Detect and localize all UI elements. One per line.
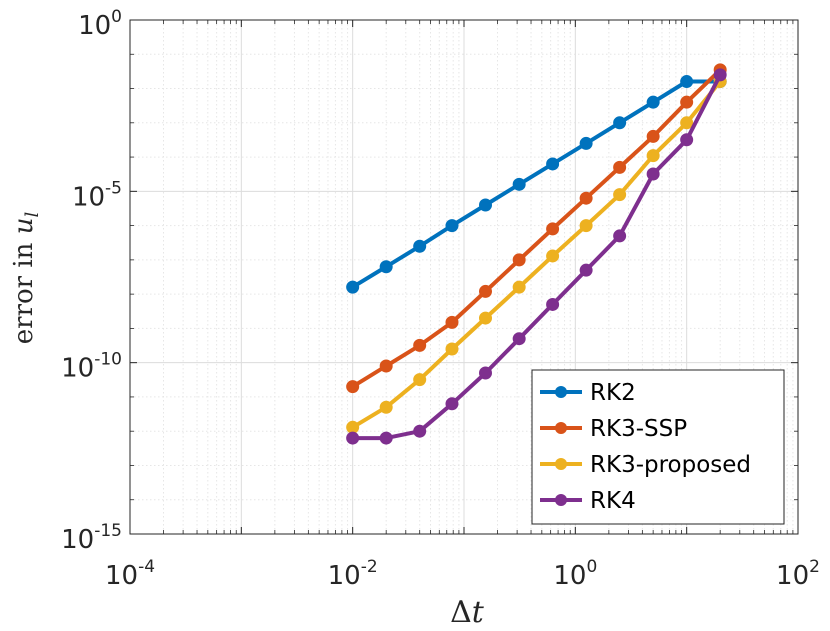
data-point xyxy=(680,133,694,147)
y-tick-label: 10-15 xyxy=(61,521,122,555)
data-point xyxy=(546,249,560,263)
data-point xyxy=(546,157,560,171)
y-axis-label: error in ul xyxy=(9,212,43,345)
y-tick-label: 10-5 xyxy=(72,178,122,212)
data-point xyxy=(613,116,627,130)
data-point xyxy=(346,431,360,445)
y-tick-label: 10-10 xyxy=(61,350,122,384)
x-tick-labels: 10-4 10-2 100 102 xyxy=(105,557,820,591)
x-tick-label: 102 xyxy=(776,557,820,591)
data-point xyxy=(613,188,627,202)
data-point xyxy=(379,359,393,373)
legend-swatch-marker xyxy=(555,386,567,398)
data-point xyxy=(512,332,526,346)
x-axis-label-delta: Δ xyxy=(450,595,472,630)
data-point xyxy=(346,380,360,394)
data-point xyxy=(479,198,493,212)
data-point xyxy=(646,95,660,109)
y-axis-label-text: error in xyxy=(9,234,39,344)
tick-marks xyxy=(129,19,799,535)
data-point xyxy=(512,280,526,294)
data-point xyxy=(579,219,593,233)
x-tick-label: 10-2 xyxy=(328,557,378,591)
legend-entry: RK3-SSP xyxy=(540,416,687,442)
series-rk4 xyxy=(346,68,727,445)
legend-entry: RK3-proposed xyxy=(540,452,751,478)
legend-entry: RK4 xyxy=(540,488,636,514)
data-point xyxy=(379,431,393,445)
data-point xyxy=(479,311,493,325)
series-rk3-proposed xyxy=(346,75,727,434)
data-point xyxy=(546,222,560,236)
y-axis-label-var: u xyxy=(9,218,39,235)
legend-label: RK3-SSP xyxy=(590,416,687,442)
y-tick-labels: 100 10-5 10-10 10-15 xyxy=(61,7,122,555)
data-point xyxy=(613,160,627,174)
data-point xyxy=(579,263,593,277)
series-line xyxy=(351,80,722,430)
data-point xyxy=(379,400,393,414)
data-point xyxy=(713,68,727,82)
data-point xyxy=(579,136,593,150)
legend-label: RK4 xyxy=(590,488,636,514)
legend-swatch-marker xyxy=(555,422,567,434)
data-point xyxy=(445,219,459,233)
series-line xyxy=(351,79,721,289)
data-point xyxy=(646,149,660,163)
data-point xyxy=(680,95,694,109)
x-tick-label: 10-4 xyxy=(105,557,155,591)
series-line xyxy=(351,68,722,389)
data-point xyxy=(546,297,560,311)
x-tick-label: 100 xyxy=(553,557,597,591)
legend-swatch-marker xyxy=(555,494,567,506)
data-point xyxy=(579,191,593,205)
y-axis-label-sub: l xyxy=(22,212,43,218)
data-point xyxy=(613,229,627,243)
data-point xyxy=(680,75,694,89)
series-layer xyxy=(346,63,727,445)
data-point xyxy=(413,239,427,253)
data-point xyxy=(479,284,493,298)
data-point xyxy=(346,280,360,294)
data-point xyxy=(646,167,660,181)
data-point xyxy=(413,424,427,438)
legend-label: RK2 xyxy=(590,380,636,406)
data-point xyxy=(512,177,526,191)
x-axis-label: Δt xyxy=(450,595,485,630)
legend-label: RK3-proposed xyxy=(590,452,751,478)
data-point xyxy=(445,397,459,411)
data-point xyxy=(479,366,493,380)
data-point xyxy=(413,373,427,387)
legend: RK2 RK3-SSP RK3-proposed RK4 xyxy=(531,369,785,525)
data-point xyxy=(346,420,360,434)
data-point xyxy=(445,342,459,356)
legend-swatch-marker xyxy=(555,458,567,470)
data-point xyxy=(379,260,393,274)
series-rk3-ssp xyxy=(346,63,727,394)
data-point xyxy=(512,253,526,267)
y-tick-label: 100 xyxy=(78,7,122,41)
data-point xyxy=(413,338,427,352)
x-axis-label-var: t xyxy=(472,595,485,630)
data-point xyxy=(646,129,660,143)
data-point xyxy=(680,116,694,130)
data-point xyxy=(445,315,459,329)
legend-entry: RK2 xyxy=(540,380,636,406)
